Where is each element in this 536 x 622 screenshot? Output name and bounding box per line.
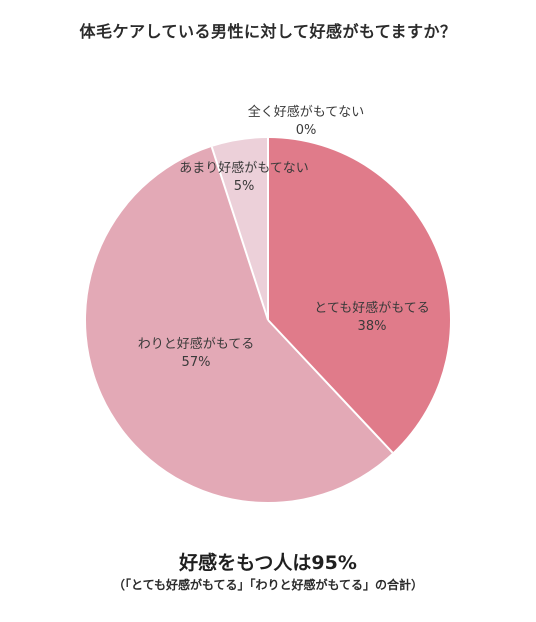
slice-label-1: とても好感がもてる (314, 300, 429, 316)
chart-title: 体毛ケアしている男性に対して好感がもてますか？ (79, 22, 457, 41)
slice-label-2: わりと好感がもてる (138, 336, 254, 352)
slice-separator-3 (210, 146, 269, 321)
summary-note: （「とても好感がもてる」「わりと好感がもてる」の合計） (112, 578, 424, 592)
slice-separator-2 (267, 319, 394, 454)
slice-label-3: あまり好感がもてない (179, 160, 308, 176)
slice-value-4: 0% (296, 123, 317, 138)
slice-value-3: 5% (234, 179, 255, 194)
summary-headline: 好感をもつ人は95% (179, 552, 357, 574)
slice-label-4: 全く好感がもてない (248, 104, 364, 120)
slice-value-2: 57% (182, 355, 211, 370)
slice-value-1: 38% (358, 319, 387, 334)
pie-slice-1 (268, 138, 451, 453)
pie-slice-2 (85, 146, 393, 503)
